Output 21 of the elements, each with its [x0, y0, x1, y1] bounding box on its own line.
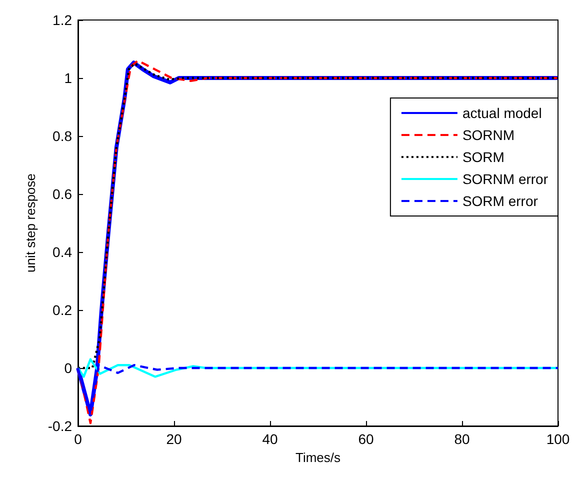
x-tick-label: 0 [74, 431, 82, 447]
y-tick-label: 1.2 [52, 12, 72, 28]
y-tick-label: 0 [64, 360, 72, 376]
legend-label: SORNM [462, 127, 515, 143]
x-tick-label: 80 [454, 431, 470, 447]
x-tick-label: 100 [546, 431, 570, 447]
legend-label: actual model [462, 105, 542, 121]
y-axis-title: unit step respose [22, 173, 38, 273]
x-tick-label: 40 [262, 431, 278, 447]
y-tick-label: 0.2 [52, 302, 72, 318]
x-axis-title: Times/s [295, 450, 341, 465]
y-tick-label: 0.6 [52, 186, 72, 202]
legend-label: SORM error [462, 193, 538, 209]
legend-label: SORM [462, 149, 504, 165]
y-tick-label: 0.8 [52, 128, 72, 144]
y-tick-label: -0.2 [48, 418, 72, 434]
x-tick-label: 20 [166, 431, 182, 447]
legend-label: SORNM error [462, 171, 548, 187]
y-tick-label: 1 [64, 70, 72, 86]
x-tick-label: 60 [358, 431, 374, 447]
y-tick-label: 0.4 [52, 244, 72, 260]
